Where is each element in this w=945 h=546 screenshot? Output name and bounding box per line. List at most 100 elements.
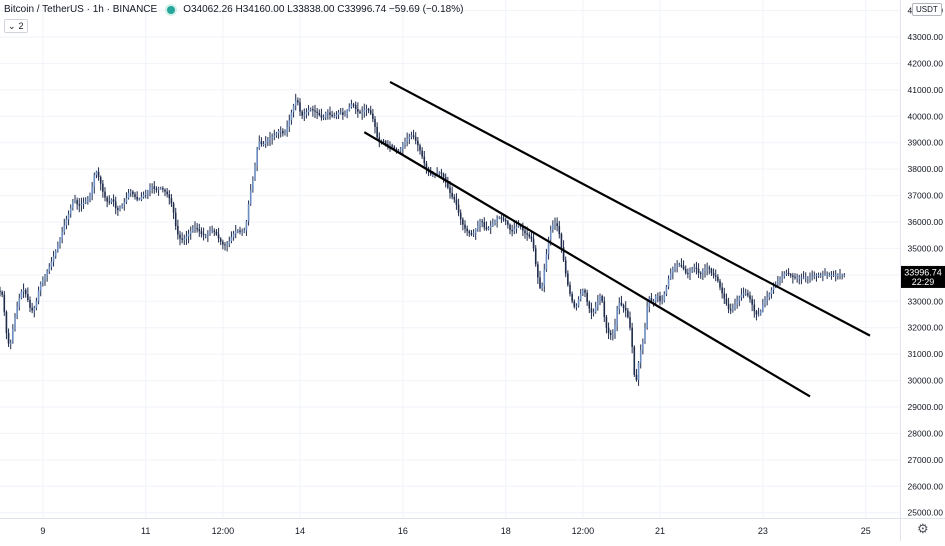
candle-body [699,272,702,274]
candle [24,288,27,298]
candle-body [811,276,813,278]
candle [303,108,306,122]
candle [294,93,297,111]
candle-body [9,342,12,344]
candle-body [449,187,451,193]
candle [27,287,29,303]
indicator-count: 2 [18,21,24,31]
symbol-title[interactable]: Bitcoin / TetherUS · 1h · BINANCE [4,4,158,15]
candle-body [712,272,715,276]
candle-body [631,327,633,347]
candle-body [29,299,31,308]
candle [78,198,81,213]
candle [192,224,194,233]
candle [804,272,807,283]
candle [35,297,38,311]
price-tick-label: 41000.00 [908,85,944,95]
candle-body [654,296,657,302]
price-tick-label: 30000.00 [908,376,944,386]
price-tick-label: 42000.00 [908,58,944,68]
candle-body [637,362,640,380]
candle-body [644,327,646,343]
candle-body [297,100,299,103]
candle-body [612,333,614,335]
candle [262,140,265,147]
candle [67,210,70,226]
candle-body [584,290,586,293]
candle-body [312,109,314,111]
candle-body [327,112,329,114]
price-axis[interactable]: 25000.00 26000.00 27000.00 28000.00 29000.00… [900,0,945,518]
candle [781,271,783,284]
candle [74,194,76,204]
upper-channel-trendline[interactable] [389,80,871,337]
trendlines[interactable] [363,80,871,398]
price-tick-label: 36000.00 [908,217,944,227]
candle-body [37,290,40,302]
candle-body [119,207,121,211]
candle-body [768,294,771,298]
candle [63,218,66,235]
lower-channel-trendline[interactable] [363,131,811,398]
candle [590,302,593,320]
candle-body [245,221,248,231]
candle [783,271,786,279]
indicators-toggle-button[interactable]: ⌄ 2 [4,19,28,33]
currency-badge[interactable]: USDT [912,3,942,16]
time-axis[interactable]: 9 11 12:00 14 16 18 12:00 21 23 25 [0,518,900,541]
candle-body [678,264,681,266]
candle-body [663,294,666,301]
candle-body [777,281,779,285]
candle-body [472,233,475,235]
candle-body [254,165,256,180]
candle [327,109,329,120]
candle [87,195,89,205]
candle-body [241,231,243,233]
gear-icon[interactable]: ⚙ [917,521,929,536]
candle [723,287,726,304]
symbol-legend[interactable]: Bitcoin / TetherUS · 1h · BINANCE O34062… [4,4,463,15]
candle [792,272,794,284]
price-chart[interactable] [0,0,900,518]
candle [359,109,361,115]
candle [605,314,608,334]
candle [599,293,601,306]
candle [725,293,728,306]
candle [194,221,196,233]
candle [459,209,462,226]
chart-pane[interactable]: Bitcoin / TetherUS · 1h · BINANCE O34062… [0,0,900,518]
candle-body [455,199,458,205]
price-tick-label: 27000.00 [908,455,944,465]
candle [747,289,749,298]
candle-body [282,130,284,134]
candle-body [314,110,316,112]
candle-body [742,293,745,295]
candle-body [509,224,511,230]
candle [699,271,702,279]
candle-body [693,267,696,269]
candle [33,305,36,318]
candle [672,266,674,280]
candle-body [547,239,550,255]
candle [69,204,72,218]
candle-body [159,188,162,190]
candle-body [333,116,336,118]
candle [102,179,104,198]
candle [153,181,156,194]
candle [301,109,303,119]
candle-body [412,135,415,137]
candle-body [558,225,561,234]
candle-body [744,293,747,295]
candle-body [226,243,228,246]
candle [824,268,826,276]
candle-body [492,223,494,226]
candle-body [179,234,181,239]
candle-body [258,141,261,149]
candle [507,219,509,229]
candle-body [575,305,578,307]
candle [603,296,606,323]
candle-body [39,283,42,291]
candle-body [770,290,773,295]
candle-body [361,112,363,114]
candle [597,294,599,311]
